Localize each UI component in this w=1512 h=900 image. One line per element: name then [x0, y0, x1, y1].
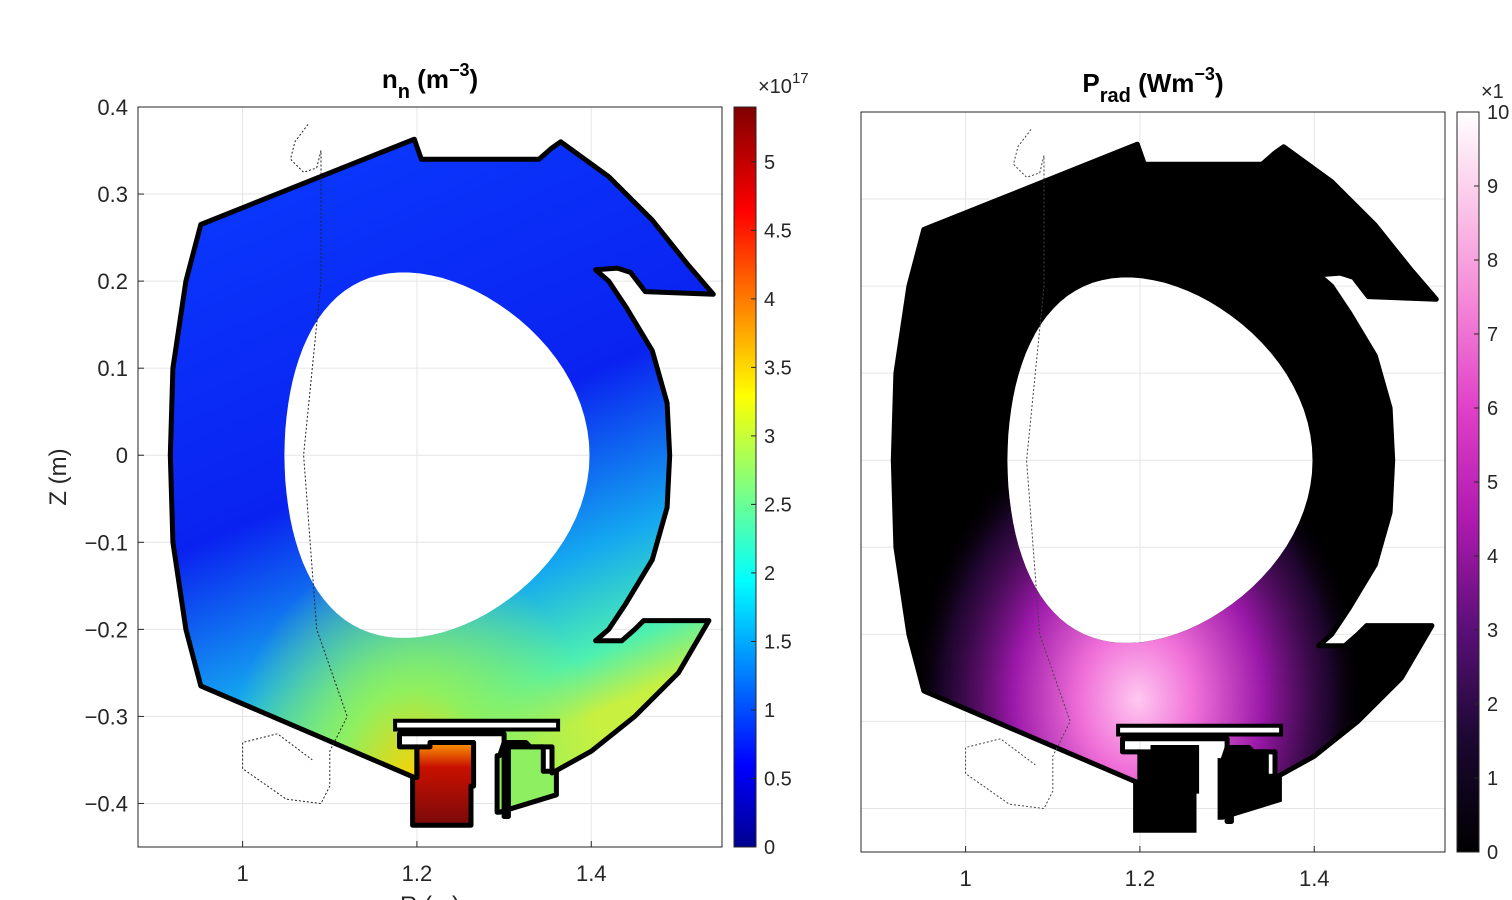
right-colorbar-tick-label-3: 3 [1487, 620, 1498, 642]
left-title-close: ) [469, 64, 478, 94]
right-title: Prad (Wm−3) [1082, 64, 1223, 107]
right-colorbar-tick-label-10: 10 [1487, 102, 1509, 124]
left-colorbar-tick-label-4: 2 [764, 563, 775, 585]
left-plot-panel: 1 1.2 1.4 R (m) 0.4 0.3 0.2 0.1 0 −0.1 −0.2 −0.3 −0.… [45, 60, 809, 900]
left-colorbar-tick-label-1: 0.5 [764, 768, 792, 790]
right-title-unit: (Wm [1131, 68, 1195, 98]
left-title: nn (m−3) [382, 60, 478, 103]
left-x-tick-label-2: 1.4 [576, 861, 607, 886]
left-x-tick-label-1: 1.2 [402, 861, 433, 886]
left-x-axis-label: R (m) [400, 892, 460, 900]
left-title-subscript: n [398, 81, 410, 103]
left-y-axis-label: Z (m) [45, 448, 72, 505]
left-x-tick-label-0: 1 [236, 861, 248, 886]
left-colorbar [734, 107, 756, 847]
right-colorbar-tick-label-5: 5 [1487, 472, 1498, 494]
right-colorbar-tick-label-7: 7 [1487, 324, 1498, 346]
right-x-tick-label-2: 1.4 [1299, 866, 1330, 891]
right-colorbar-tick-label-9: 9 [1487, 176, 1498, 198]
right-colorbar-tick-label-0: 0 [1487, 842, 1498, 864]
left-colorbar-tick-label-5: 2.5 [764, 494, 792, 516]
left-title-superscript: −3 [449, 60, 470, 80]
right-colorbar-exponent-base: ×1 [1481, 81, 1504, 103]
left-y-tick-label-4: 0 [116, 443, 128, 468]
left-colorbar-tick-label-8: 4 [764, 289, 775, 311]
left-divertor-plate [395, 721, 558, 730]
left-y-tick-label-5: −0.1 [85, 530, 128, 555]
right-title-base: P [1082, 68, 1099, 98]
left-y-tick-label-1: 0.3 [97, 182, 128, 207]
left-y-tick-label-2: 0.2 [97, 269, 128, 294]
left-colorbar-tick-label-0: 0 [764, 837, 775, 859]
right-title-superscript: −3 [1194, 64, 1215, 84]
left-colorbar-tick-label-6: 3 [764, 426, 775, 448]
left-colorbar-exponent-base: ×10 [758, 76, 792, 98]
left-y-tick-label-6: −0.2 [85, 617, 128, 642]
right-colorbar-tick-label-2: 2 [1487, 694, 1498, 716]
right-title-close: ) [1215, 68, 1224, 98]
right-x-tick-label-0: 1 [959, 866, 971, 891]
left-colorbar-tick-label-3: 1.5 [764, 631, 792, 653]
right-colorbar-tick-label-4: 4 [1487, 546, 1498, 568]
left-colorbar-exponent: ×1017 [758, 70, 809, 98]
right-x-tick-label-1: 1.2 [1125, 866, 1156, 891]
left-colorbar-tick-label-9: 4.5 [764, 220, 792, 242]
right-divertor-plate [1118, 726, 1281, 735]
prad-inner-divertor [1136, 748, 1197, 831]
left-y-tick-label-8: −0.4 [85, 791, 128, 816]
right-title-subscript: rad [1100, 85, 1131, 107]
right-colorbar-tick-label-1: 1 [1487, 768, 1498, 790]
left-y-tick-label-3: 0.1 [97, 356, 128, 381]
right-colorbar-exponent: ×1 [1481, 81, 1504, 103]
left-colorbar-tick-label-2: 1 [764, 700, 775, 722]
left-y-tick-label-0: 0.4 [97, 95, 128, 120]
left-title-base: n [382, 64, 398, 94]
left-colorbar-tick-label-7: 3.5 [764, 357, 792, 379]
left-title-unit: (m [410, 64, 449, 94]
nn-inner-divertor [413, 743, 474, 826]
right-colorbar-tick-label-8: 8 [1487, 250, 1498, 272]
left-colorbar-tick-label-10: 5 [764, 152, 775, 174]
left-colorbar-exponent-power: 17 [792, 70, 809, 87]
right-colorbar-tick-label-6: 6 [1487, 398, 1498, 420]
left-y-tick-label-7: −0.3 [85, 704, 128, 729]
